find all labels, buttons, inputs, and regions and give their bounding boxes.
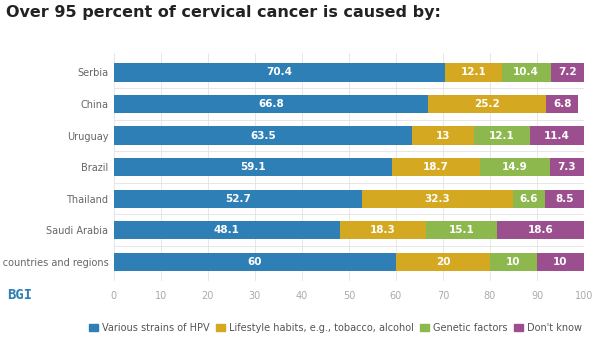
Bar — [537, 253, 584, 271]
Text: 20: 20 — [435, 257, 450, 267]
Text: 18.7: 18.7 — [423, 162, 449, 172]
Bar — [340, 221, 426, 239]
Text: 10: 10 — [553, 257, 568, 267]
Text: 32.3: 32.3 — [425, 194, 450, 204]
Text: 18.3: 18.3 — [370, 225, 396, 235]
Text: 7.3: 7.3 — [558, 162, 576, 172]
Text: 18.6: 18.6 — [528, 225, 553, 235]
Bar — [114, 253, 396, 271]
Text: 48.1: 48.1 — [214, 225, 240, 235]
Text: 63.5: 63.5 — [250, 131, 276, 140]
Text: 14.9: 14.9 — [502, 162, 528, 172]
Text: 13: 13 — [435, 131, 450, 140]
Text: 52.7: 52.7 — [225, 194, 250, 204]
Text: 8.5: 8.5 — [555, 194, 574, 204]
Bar — [392, 158, 480, 176]
Bar — [544, 190, 585, 208]
Text: 15.1: 15.1 — [449, 225, 474, 235]
Text: Over 95 percent of cervical cancer is caused by:: Over 95 percent of cervical cancer is ca… — [6, 5, 441, 20]
Text: 6.6: 6.6 — [520, 194, 539, 204]
Bar — [531, 127, 584, 145]
Text: 59.1: 59.1 — [240, 162, 265, 172]
Bar — [497, 221, 585, 239]
Text: 10: 10 — [506, 257, 521, 267]
Bar — [114, 95, 428, 113]
Bar — [426, 221, 497, 239]
Legend: Various strains of HPV, Lifestyle habits, e.g., tobacco, alcohol, Genetic factor: Various strains of HPV, Lifestyle habits… — [89, 323, 582, 333]
Bar — [480, 158, 550, 176]
Bar — [428, 95, 546, 113]
Bar — [513, 190, 544, 208]
Bar — [546, 95, 579, 113]
Bar — [550, 63, 585, 81]
Text: 11.4: 11.4 — [544, 131, 570, 140]
Bar — [502, 63, 550, 81]
Text: 7.2: 7.2 — [558, 68, 577, 77]
Bar — [474, 127, 531, 145]
Bar — [396, 253, 490, 271]
Bar — [114, 221, 340, 239]
Bar — [114, 158, 392, 176]
Text: 60: 60 — [247, 257, 262, 267]
Text: 12.1: 12.1 — [489, 131, 515, 140]
Bar — [114, 190, 362, 208]
Text: 6.8: 6.8 — [553, 99, 571, 109]
Text: BGI: BGI — [7, 288, 32, 302]
Text: 10.4: 10.4 — [513, 68, 539, 77]
Text: 25.2: 25.2 — [474, 99, 500, 109]
Text: 66.8: 66.8 — [258, 99, 284, 109]
Bar — [490, 253, 537, 271]
Bar — [362, 190, 513, 208]
Bar — [114, 63, 445, 81]
Bar — [445, 63, 502, 81]
Bar — [550, 158, 584, 176]
Bar — [412, 127, 474, 145]
Text: 12.1: 12.1 — [461, 68, 486, 77]
Text: 70.4: 70.4 — [267, 68, 292, 77]
Bar — [114, 127, 412, 145]
